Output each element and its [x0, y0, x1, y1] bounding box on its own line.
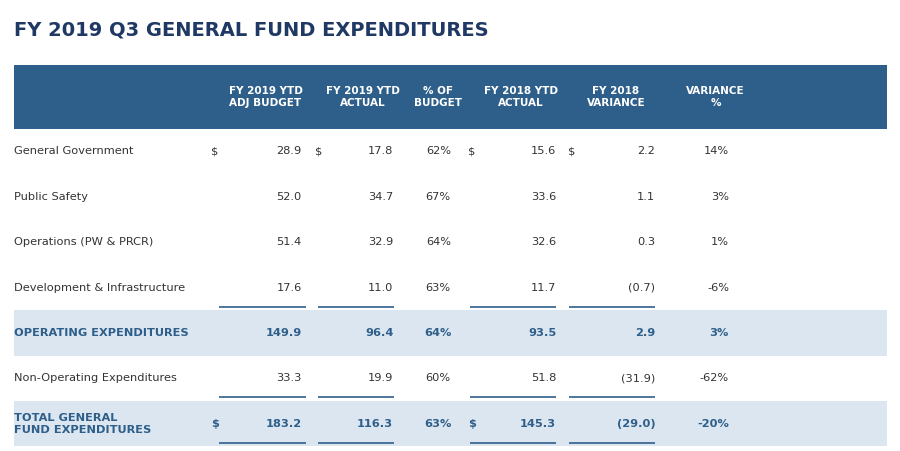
Text: 28.9: 28.9: [276, 146, 302, 156]
Text: 149.9: 149.9: [266, 328, 302, 338]
Text: $: $: [468, 419, 476, 429]
Text: 34.7: 34.7: [368, 192, 393, 202]
Text: 63%: 63%: [425, 419, 452, 429]
Text: 145.3: 145.3: [520, 419, 556, 429]
Text: (29.0): (29.0): [616, 419, 655, 429]
Text: 33.3: 33.3: [276, 373, 302, 383]
Text: FY 2018
VARIANCE: FY 2018 VARIANCE: [587, 86, 645, 108]
Text: 2.9: 2.9: [634, 328, 655, 338]
Text: 96.4: 96.4: [364, 328, 393, 338]
Text: 19.9: 19.9: [368, 373, 393, 383]
Text: 51.4: 51.4: [276, 237, 302, 247]
Text: TOTAL GENERAL
FUND EXPENDITURES: TOTAL GENERAL FUND EXPENDITURES: [14, 413, 151, 435]
Text: 64%: 64%: [426, 237, 451, 247]
Text: $: $: [212, 419, 220, 429]
Text: 93.5: 93.5: [528, 328, 556, 338]
Text: $: $: [468, 146, 475, 156]
Text: (0.7): (0.7): [628, 282, 655, 293]
Bar: [14, 310, 886, 356]
Text: 11.7: 11.7: [531, 282, 556, 293]
Text: Development & Infrastructure: Development & Infrastructure: [14, 282, 184, 293]
Text: 17.6: 17.6: [276, 282, 302, 293]
Text: Public Safety: Public Safety: [14, 192, 87, 202]
Text: 3%: 3%: [711, 192, 729, 202]
Text: Non-Operating Expenditures: Non-Operating Expenditures: [14, 373, 176, 383]
Text: % OF
BUDGET: % OF BUDGET: [414, 86, 463, 108]
Text: -20%: -20%: [698, 419, 729, 429]
Text: 60%: 60%: [426, 373, 451, 383]
Text: Operations (PW & PRCR): Operations (PW & PRCR): [14, 237, 153, 247]
Bar: [14, 65, 886, 129]
Text: $: $: [315, 146, 322, 156]
Text: FY 2019 YTD
ADJ BUDGET: FY 2019 YTD ADJ BUDGET: [229, 86, 302, 108]
Text: 116.3: 116.3: [357, 419, 393, 429]
Text: 15.6: 15.6: [531, 146, 556, 156]
Text: 52.0: 52.0: [276, 192, 302, 202]
Text: FY 2019 Q3 GENERAL FUND EXPENDITURES: FY 2019 Q3 GENERAL FUND EXPENDITURES: [14, 20, 488, 39]
Text: (31.9): (31.9): [621, 373, 655, 383]
Text: OPERATING EXPENDITURES: OPERATING EXPENDITURES: [14, 328, 188, 338]
Text: 32.6: 32.6: [531, 237, 556, 247]
Text: $: $: [568, 146, 575, 156]
Bar: [14, 401, 886, 446]
Text: -6%: -6%: [707, 282, 729, 293]
Text: 3%: 3%: [709, 328, 729, 338]
Text: 0.3: 0.3: [637, 237, 655, 247]
Text: FY 2018 YTD
ACTUAL: FY 2018 YTD ACTUAL: [484, 86, 558, 108]
Text: 62%: 62%: [426, 146, 451, 156]
Text: FY 2019 YTD
ACTUAL: FY 2019 YTD ACTUAL: [326, 86, 400, 108]
Text: 51.8: 51.8: [531, 373, 556, 383]
Text: 32.9: 32.9: [368, 237, 393, 247]
Text: 1%: 1%: [711, 237, 729, 247]
Text: 63%: 63%: [426, 282, 451, 293]
Text: -62%: -62%: [700, 373, 729, 383]
Text: 14%: 14%: [704, 146, 729, 156]
Text: VARIANCE
%: VARIANCE %: [686, 86, 745, 108]
Text: 67%: 67%: [426, 192, 451, 202]
Text: 33.6: 33.6: [531, 192, 556, 202]
Text: General Government: General Government: [14, 146, 133, 156]
Text: 11.0: 11.0: [368, 282, 393, 293]
Text: $: $: [212, 146, 219, 156]
Text: 183.2: 183.2: [266, 419, 302, 429]
Text: 64%: 64%: [425, 328, 452, 338]
Text: 17.8: 17.8: [368, 146, 393, 156]
Text: 1.1: 1.1: [637, 192, 655, 202]
Text: 2.2: 2.2: [637, 146, 655, 156]
